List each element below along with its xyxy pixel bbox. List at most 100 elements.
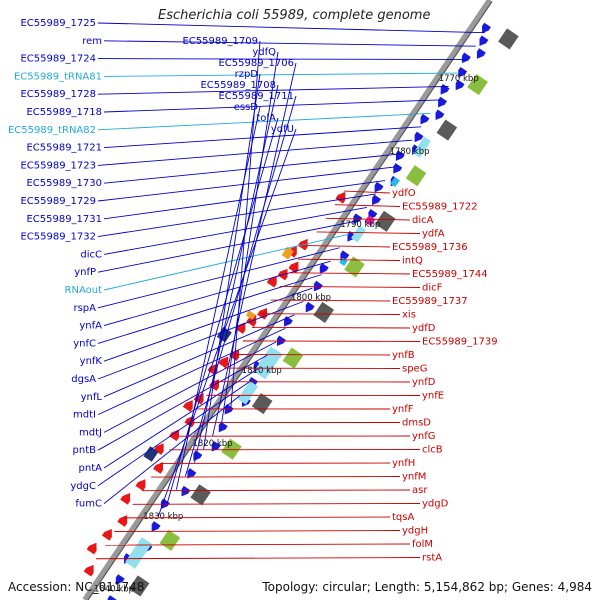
kbp-tick-label: 1820 kbp bbox=[193, 439, 233, 449]
gene-label: EC55989_1725 bbox=[20, 18, 96, 29]
gc-content-segment bbox=[374, 210, 396, 232]
gene-label: tqsA bbox=[392, 512, 414, 523]
label-leader-line bbox=[334, 204, 401, 207]
gene-label: ydfQ bbox=[252, 47, 276, 58]
label-leader-line bbox=[97, 220, 358, 273]
label-leader-line bbox=[103, 206, 367, 255]
label-leader-line bbox=[97, 139, 413, 166]
minus-strand-gene bbox=[266, 275, 277, 288]
gc-content-segment bbox=[436, 119, 458, 141]
misc-feature bbox=[237, 380, 259, 405]
label-leader-line bbox=[97, 354, 268, 451]
label-leader-line bbox=[103, 180, 386, 220]
minus-strand-gene bbox=[235, 322, 246, 334]
plus-strand-gene bbox=[395, 150, 405, 161]
plus-strand-gene bbox=[115, 574, 125, 585]
plus-strand-gene bbox=[151, 521, 161, 532]
label-leader-line bbox=[175, 106, 261, 490]
gene-label: ynfG bbox=[412, 431, 436, 442]
accession-text: Accession: NC_011748 bbox=[8, 580, 145, 594]
label-leader-line bbox=[157, 128, 297, 517]
gene-label: EC55989_1739 bbox=[422, 337, 498, 348]
label-leader-line bbox=[325, 217, 411, 221]
minus-strand-gene bbox=[153, 443, 164, 455]
gene-label: xis bbox=[402, 310, 416, 321]
gene-label: EC55989_1721 bbox=[26, 143, 102, 154]
gene-label: dgsA bbox=[71, 374, 96, 385]
kbp-tick-label: 1840 kbp bbox=[94, 585, 134, 595]
gene-label: ydfA bbox=[422, 229, 445, 240]
gene-label: pntB bbox=[73, 445, 97, 456]
label-leader-line bbox=[151, 476, 401, 478]
plus-strand-gene bbox=[211, 441, 221, 452]
minus-strand-gene bbox=[135, 479, 146, 491]
gene-label: EC55989_1722 bbox=[402, 202, 478, 213]
minus-misc-feature bbox=[281, 246, 294, 260]
minus-strand-gene bbox=[182, 400, 193, 412]
gene-label: ydgD bbox=[422, 499, 449, 510]
gene-label: EC55989_1711 bbox=[218, 91, 294, 102]
gene-label: pntA bbox=[79, 463, 103, 474]
gene-label: EC55989_1736 bbox=[392, 242, 468, 253]
gene-label: ydfD bbox=[412, 323, 436, 334]
gc-content-segment bbox=[498, 28, 519, 50]
label-leader-line bbox=[230, 40, 261, 410]
gene-label: EC55989_1706 bbox=[218, 58, 294, 69]
label-leader-line bbox=[103, 260, 331, 327]
label-leader-line bbox=[307, 245, 391, 248]
label-leader-line bbox=[97, 301, 304, 380]
gene-label: ynfH bbox=[392, 458, 415, 469]
gene-label: EC55989_1737 bbox=[392, 296, 468, 307]
label-leader-line bbox=[97, 166, 395, 202]
plus-strand-gene bbox=[107, 595, 117, 600]
plus-strand-gene bbox=[479, 35, 489, 46]
plus-strand-gene bbox=[347, 231, 357, 242]
gene-label: ynfB bbox=[392, 350, 415, 361]
minus-strand-gene bbox=[101, 528, 112, 541]
gene-label: ynfF bbox=[392, 404, 414, 415]
label-leader-line bbox=[184, 95, 297, 477]
plus-strand-gene bbox=[160, 498, 170, 509]
genome-summary: Topology: circular; Length: 5,154,862 bp… bbox=[262, 580, 592, 594]
plus-strand-gene bbox=[438, 96, 447, 108]
gene-label: essD bbox=[234, 102, 259, 113]
minus-strand-gene bbox=[86, 542, 97, 555]
label-leader-line bbox=[97, 112, 431, 131]
gene-label: EC55989_1731 bbox=[26, 214, 102, 225]
gene-label: EC55989_1723 bbox=[20, 160, 96, 171]
minus-strand-gene bbox=[335, 191, 346, 204]
label-leader-line bbox=[114, 530, 401, 532]
gene-label: ydgH bbox=[402, 526, 428, 537]
plus-strand-gene bbox=[372, 194, 381, 206]
plus-strand-gene bbox=[313, 280, 323, 292]
plus-strand-gene bbox=[458, 66, 468, 78]
kbp-tick-label: 1800 kbp bbox=[291, 293, 331, 303]
label-leader-line bbox=[97, 327, 286, 416]
gene-label: intQ bbox=[402, 256, 423, 267]
gene-label: dicA bbox=[412, 215, 434, 226]
gc-content-segment bbox=[405, 165, 427, 187]
label-leader-line bbox=[132, 503, 421, 505]
label-leader-line bbox=[105, 543, 411, 546]
label-leader-line bbox=[123, 516, 391, 519]
kbp-tick-label: 1790 kbp bbox=[340, 220, 380, 230]
label-leader-line bbox=[316, 231, 421, 234]
label-leader-line bbox=[103, 99, 440, 113]
gene-label: dmsD bbox=[402, 418, 431, 429]
gene-label: EC55989_1724 bbox=[20, 54, 96, 65]
label-leader-line bbox=[233, 354, 391, 356]
label-leader-line bbox=[288, 272, 411, 275]
gc-content-segment bbox=[128, 575, 150, 597]
label-leader-line bbox=[97, 274, 322, 344]
label-leader-line bbox=[103, 40, 476, 47]
backbone-edge bbox=[87, 1, 493, 600]
gene-label: ynfP bbox=[74, 267, 96, 278]
plus-strand-gene bbox=[420, 113, 430, 125]
gc-content-segment bbox=[282, 347, 304, 369]
gene-label: EC55989_1730 bbox=[26, 178, 102, 189]
label-leader-line bbox=[194, 84, 279, 463]
gene-label: ydfU bbox=[271, 124, 294, 135]
gene-label: EC55989_1728 bbox=[20, 89, 96, 100]
minus-strand-gene bbox=[229, 349, 240, 362]
